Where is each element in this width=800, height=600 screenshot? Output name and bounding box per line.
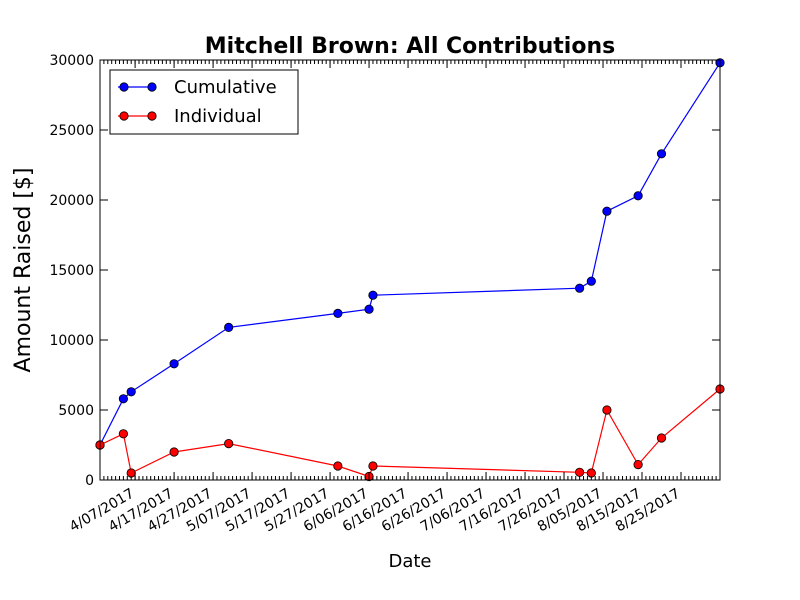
legend: Cumulative Individual bbox=[109, 69, 299, 135]
data-point-individual bbox=[333, 461, 343, 471]
data-point-cumulative bbox=[656, 149, 667, 159]
data-point-individual bbox=[575, 467, 585, 477]
data-point-cumulative bbox=[633, 191, 643, 201]
y-tick-label: 10000 bbox=[49, 333, 94, 349]
x-axis-label: Date bbox=[388, 551, 431, 572]
legend-label-cumulative: Cumulative bbox=[174, 77, 277, 98]
y-tick-label: 0 bbox=[85, 473, 94, 489]
plot-area bbox=[95, 58, 725, 482]
data-point-individual bbox=[602, 405, 612, 415]
data-point-cumulative bbox=[126, 387, 136, 397]
data-point-cumulative bbox=[333, 308, 343, 318]
data-point-cumulative bbox=[118, 394, 128, 404]
legend-frame bbox=[109, 69, 299, 135]
data-point-cumulative bbox=[575, 283, 585, 293]
y-axis-label: Amount Raised [$] bbox=[11, 168, 36, 373]
data-point-individual bbox=[126, 468, 136, 478]
data-point-individual bbox=[586, 468, 596, 478]
data-point-individual bbox=[224, 438, 234, 449]
legend-label-individual: Individual bbox=[174, 106, 262, 127]
data-point-cumulative bbox=[368, 290, 378, 300]
y-tick-label: 5000 bbox=[58, 403, 94, 419]
data-point-individual bbox=[169, 447, 179, 457]
data-point-individual bbox=[656, 433, 667, 443]
data-point-cumulative bbox=[169, 359, 179, 369]
legend-marker-individual bbox=[147, 111, 157, 121]
series-line-individual bbox=[99, 388, 721, 478]
series-line-cumulative bbox=[99, 62, 721, 446]
data-point-individual bbox=[118, 429, 128, 439]
y-tick-label: 20000 bbox=[49, 193, 94, 209]
chart-title: Mitchell Brown: All Contributions bbox=[205, 34, 615, 59]
y-tick-label: 15000 bbox=[49, 263, 94, 279]
y-tick-label: 30000 bbox=[49, 53, 94, 69]
data-point-cumulative bbox=[224, 322, 234, 332]
y-tick-label: 25000 bbox=[49, 123, 94, 139]
legend-marker-cumulative bbox=[147, 82, 157, 92]
data-point-cumulative bbox=[586, 276, 596, 286]
data-point-cumulative bbox=[602, 206, 612, 216]
data-point-individual bbox=[633, 459, 643, 470]
data-point-cumulative bbox=[364, 304, 374, 314]
y-axis: 0 5000 10000 15000 20000 25000 30000 bbox=[49, 53, 720, 489]
legend-marker-cumulative bbox=[119, 82, 129, 92]
legend-marker-individual bbox=[119, 111, 129, 121]
data-point-individual bbox=[368, 461, 378, 471]
